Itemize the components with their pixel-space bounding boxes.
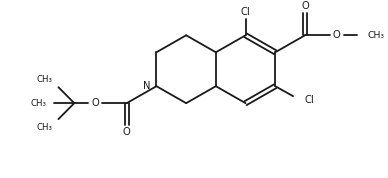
Text: CH₃: CH₃: [31, 99, 47, 108]
Text: Cl: Cl: [305, 95, 315, 105]
Text: O: O: [333, 30, 341, 40]
Text: O: O: [123, 127, 131, 137]
Text: CH₃: CH₃: [36, 75, 52, 84]
Text: CH₃: CH₃: [36, 123, 52, 132]
Text: Cl: Cl: [241, 7, 250, 17]
Text: O: O: [91, 98, 99, 108]
Text: O: O: [301, 1, 309, 11]
Text: N: N: [143, 81, 151, 91]
Text: CH₃: CH₃: [367, 31, 385, 40]
